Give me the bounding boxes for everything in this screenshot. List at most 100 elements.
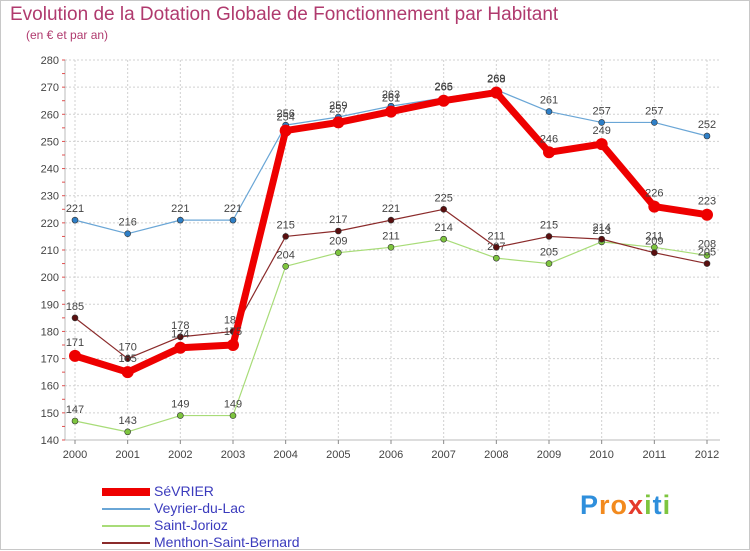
x-tick-label: 2002 <box>168 449 192 461</box>
x-tick-label: 2007 <box>431 449 455 461</box>
data-label-menthon-saint-bernard: 170 <box>118 342 136 354</box>
data-label-veyrier-du-lac: 269 <box>487 73 505 85</box>
data-point-veyrier-du-lac <box>124 230 131 238</box>
logo-letter: P <box>580 490 600 520</box>
logo-letter: r <box>599 490 611 520</box>
data-label-menthon-saint-bernard: 178 <box>171 320 189 332</box>
legend-label: Menthon-Saint-Bernard <box>154 534 300 550</box>
x-tick-label: 2001 <box>115 449 139 461</box>
y-tick-label: 150 <box>41 408 59 420</box>
x-tick-label: 2008 <box>484 449 508 461</box>
data-point-saint-jorioz <box>703 252 711 259</box>
data-point-veyrier-du-lac <box>229 216 237 224</box>
data-label-veyrier-du-lac: 263 <box>382 89 400 101</box>
data-label-s-vrier: 165 <box>118 353 136 365</box>
data-point-s-vrier <box>437 94 450 107</box>
data-label-s-vrier: 174 <box>171 329 189 341</box>
data-label-veyrier-du-lac: 257 <box>645 105 663 117</box>
data-point-menthon-saint-bernard <box>387 216 395 224</box>
data-label-s-vrier: 265 <box>434 82 452 94</box>
data-point-veyrier-du-lac <box>703 132 711 140</box>
data-label-saint-jorioz: 211 <box>382 230 400 242</box>
y-tick-label: 260 <box>41 109 59 121</box>
data-point-s-vrier <box>701 208 713 221</box>
y-tick-label: 210 <box>41 245 59 257</box>
x-tick-label: 2012 <box>695 449 719 461</box>
data-point-s-vrier <box>174 341 187 354</box>
data-point-veyrier-du-lac <box>71 216 79 224</box>
data-label-veyrier-du-lac: 221 <box>171 203 189 215</box>
y-tick-label: 220 <box>41 218 59 230</box>
legend-swatch <box>102 542 150 544</box>
data-label-s-vrier: 223 <box>698 196 716 208</box>
data-point-saint-jorioz <box>493 254 500 262</box>
x-tick-label: 2003 <box>221 449 245 461</box>
data-label-s-vrier: 249 <box>592 125 610 137</box>
data-label-s-vrier: 254 <box>276 112 294 124</box>
logo-letter: o <box>610 490 629 520</box>
data-label-saint-jorioz: 208 <box>698 238 716 250</box>
data-label-s-vrier: 257 <box>329 103 347 115</box>
y-tick-label: 200 <box>41 272 59 284</box>
x-tick-label: 2006 <box>379 449 403 461</box>
proxiti-logo: Proxiti <box>580 490 671 521</box>
data-label-saint-jorioz: 204 <box>276 249 294 261</box>
data-label-saint-jorioz: 213 <box>592 225 610 237</box>
data-label-veyrier-du-lac: 221 <box>224 203 242 215</box>
data-label-s-vrier: 175 <box>224 326 242 338</box>
data-label-veyrier-du-lac: 216 <box>118 217 136 229</box>
x-tick-label: 2004 <box>273 449 297 461</box>
data-label-menthon-saint-bernard: 205 <box>698 247 716 259</box>
data-point-s-vrier <box>490 86 503 99</box>
data-label-menthon-saint-bernard: 185 <box>66 301 84 313</box>
data-label-saint-jorioz: 214 <box>434 222 452 234</box>
data-point-saint-jorioz <box>71 417 79 425</box>
logo-letter: x <box>628 490 645 520</box>
data-label-veyrier-du-lac: 221 <box>66 203 84 215</box>
logo-letter: i <box>662 490 672 520</box>
data-point-saint-jorioz <box>124 428 131 436</box>
data-point-menthon-saint-bernard <box>703 260 711 267</box>
data-point-s-vrier <box>227 339 239 351</box>
data-label-s-vrier: 261 <box>382 93 400 105</box>
data-label-veyrier-du-lac: 256 <box>276 108 294 120</box>
data-label-saint-jorioz: 143 <box>118 415 136 427</box>
data-label-saint-jorioz: 149 <box>224 399 242 411</box>
data-point-s-vrier <box>648 200 661 213</box>
y-tick-label: 270 <box>41 82 59 94</box>
legend-label: Saint-Jorioz <box>154 517 228 533</box>
data-label-veyrier-du-lac: 252 <box>698 119 716 131</box>
data-point-veyrier-du-lac <box>651 119 658 126</box>
data-point-menthon-saint-bernard <box>335 227 342 235</box>
y-tick-label: 250 <box>41 136 59 148</box>
data-point-s-vrier <box>121 366 134 379</box>
data-point-menthon-saint-bernard <box>545 233 553 240</box>
data-label-menthon-saint-bernard: 221 <box>382 203 400 215</box>
y-tick-label: 190 <box>41 299 59 311</box>
data-label-saint-jorioz: 149 <box>171 399 189 411</box>
y-tick-label: 230 <box>41 191 59 203</box>
logo-letter: t <box>652 490 663 520</box>
y-tick-label: 240 <box>41 164 59 176</box>
data-point-menthon-saint-bernard <box>651 249 658 257</box>
x-tick-label: 2010 <box>589 449 613 461</box>
data-point-saint-jorioz <box>177 412 184 419</box>
data-label-menthon-saint-bernard: 209 <box>645 236 663 248</box>
data-point-s-vrier <box>279 124 292 137</box>
data-label-veyrier-du-lac: 259 <box>329 100 347 112</box>
legend-swatch <box>102 525 150 527</box>
data-label-menthon-saint-bernard: 215 <box>540 219 558 231</box>
data-point-saint-jorioz <box>282 262 289 270</box>
data-label-menthon-saint-bernard: 211 <box>488 230 506 242</box>
y-tick-label: 160 <box>41 381 59 393</box>
data-point-saint-jorioz <box>229 412 237 419</box>
data-label-saint-jorioz: 205 <box>540 247 558 259</box>
data-point-veyrier-du-lac <box>177 216 184 224</box>
chart-title: Evolution de la Dotation Globale de Fonc… <box>10 4 559 25</box>
data-point-saint-jorioz <box>387 243 395 251</box>
chart-subtitle: (en € et par an) <box>26 28 109 42</box>
data-point-menthon-saint-bernard <box>71 314 79 322</box>
data-point-s-vrier <box>385 105 397 118</box>
data-point-menthon-saint-bernard <box>177 333 184 341</box>
x-tick-label: 2011 <box>643 449 667 461</box>
